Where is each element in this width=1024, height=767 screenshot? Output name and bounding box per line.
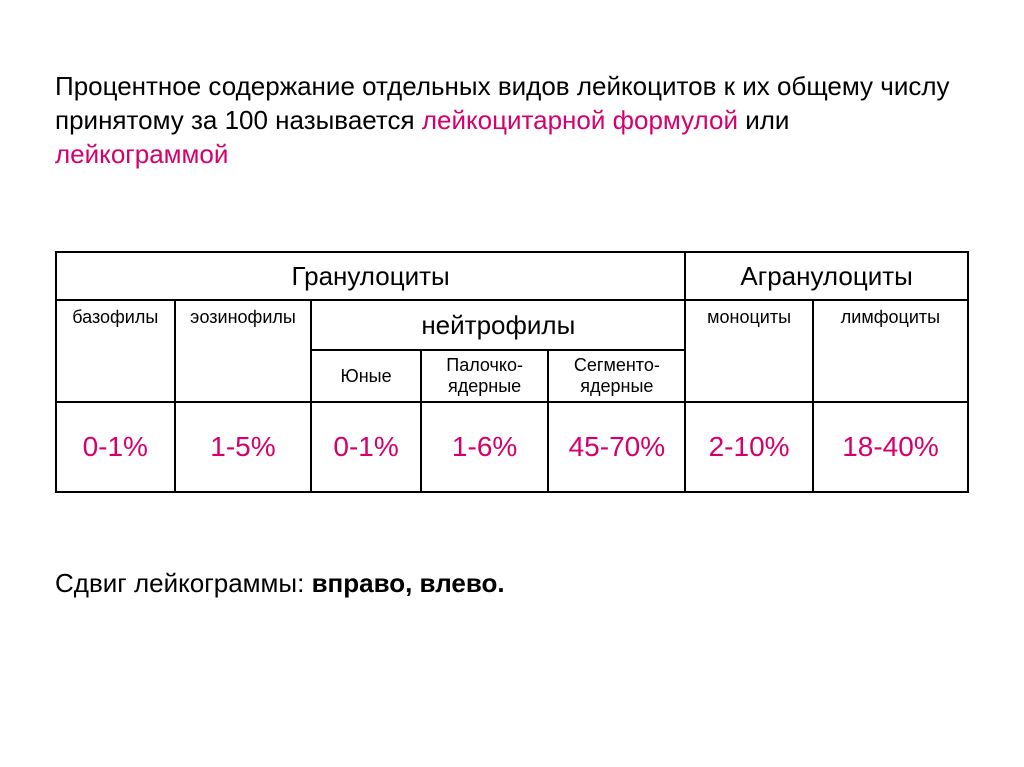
value-neutro-young: 0-1% xyxy=(311,402,420,492)
leukogram-table: Гранулоциты Агранулоциты базофилы эозино… xyxy=(55,251,969,492)
group-granulocytes: Гранулоциты xyxy=(56,252,685,300)
header-eosinophils: эозинофилы xyxy=(175,300,312,401)
header-neutro-young: Юные xyxy=(311,350,420,401)
footer-prefix: Сдвиг лейкограммы: xyxy=(55,568,312,598)
value-basophils: 0-1% xyxy=(56,402,175,492)
title-highlight-1: лейкоцитарной формулой xyxy=(422,105,738,135)
header-basophils: базофилы xyxy=(56,300,175,401)
value-eosinophils: 1-5% xyxy=(175,402,312,492)
title-separator: или xyxy=(738,105,789,135)
header-neutro-band: Палочко-ядерные xyxy=(421,350,549,401)
header-neutrophils: нейтрофилы xyxy=(311,300,685,350)
value-lymphocytes: 18-40% xyxy=(813,402,968,492)
value-neutro-segment: 45-70% xyxy=(548,402,685,492)
group-agranulocytes: Агранулоциты xyxy=(685,252,968,300)
footer-bold: вправо, влево. xyxy=(312,568,505,598)
value-neutro-band: 1-6% xyxy=(421,402,549,492)
header-neutro-segment: Сегменто-ядерные xyxy=(548,350,685,401)
header-monocytes: моноциты xyxy=(685,300,813,401)
footer-text: Сдвиг лейкограммы: вправо, влево. xyxy=(55,568,969,599)
title-highlight-2: лейкограммой xyxy=(55,139,228,169)
title-text: Процентное содержание отдельных видов ле… xyxy=(55,70,969,171)
header-lymphocytes: лимфоциты xyxy=(813,300,968,401)
value-monocytes: 2-10% xyxy=(685,402,813,492)
